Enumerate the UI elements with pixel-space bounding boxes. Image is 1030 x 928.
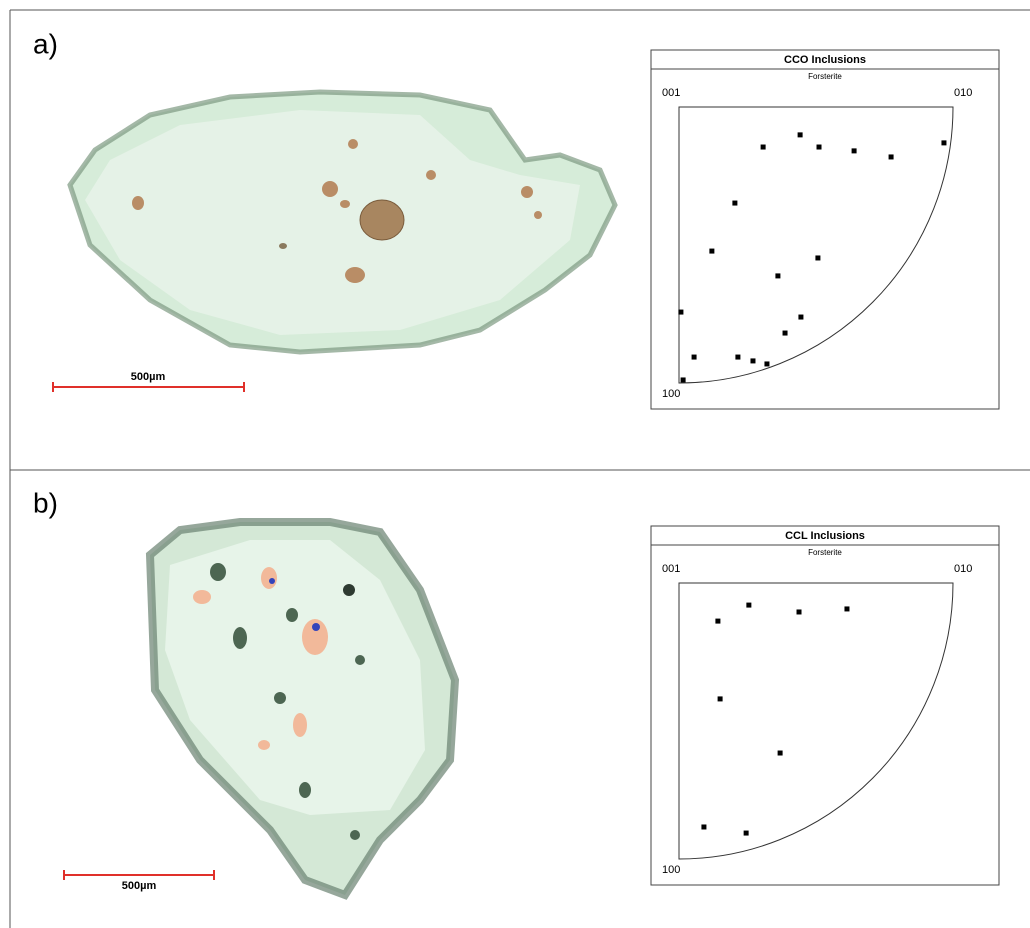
orientation-point	[941, 140, 946, 145]
inclusion	[233, 627, 247, 649]
orientation-point	[732, 201, 737, 206]
orientation-point	[798, 132, 803, 137]
orientation-point	[815, 255, 820, 260]
scale-bar-label: 500µm	[131, 371, 166, 383]
corner-label: 001	[662, 563, 680, 575]
chart-title: CCL Inclusions	[785, 530, 865, 542]
panel-label: b)	[33, 487, 58, 518]
orientation-point	[746, 603, 751, 608]
plot-frame	[651, 526, 999, 885]
inclusion	[193, 590, 211, 604]
orientation-point	[783, 331, 788, 336]
orientation-point	[852, 148, 857, 153]
scale-bar-label: 500µm	[122, 880, 157, 892]
inclusion	[340, 200, 350, 208]
orientation-point	[709, 249, 714, 254]
inclusion	[258, 740, 270, 750]
inclusion	[293, 713, 307, 737]
panel-label: a)	[33, 28, 58, 59]
orientation-point	[701, 824, 706, 829]
crystal-render	[70, 92, 615, 352]
inclusion	[355, 655, 365, 665]
chart-title: CCO Inclusions	[784, 54, 866, 66]
inclusion	[261, 567, 277, 589]
orientation-point	[735, 355, 740, 360]
inclusion	[345, 267, 365, 283]
orientation-point	[817, 145, 822, 150]
corner-label: 001	[662, 87, 680, 99]
inclusion	[348, 139, 358, 149]
orientation-point	[761, 145, 766, 150]
inclusion	[132, 196, 144, 210]
orientation-point	[778, 751, 783, 756]
orientation-point	[764, 361, 769, 366]
orientation-point	[844, 606, 849, 611]
orientation-point	[797, 609, 802, 614]
crystal-render	[150, 522, 455, 895]
chart-subtitle: Forsterite	[808, 548, 842, 557]
orientation-point	[750, 358, 755, 363]
inclusion	[279, 243, 287, 249]
orientation-point	[692, 355, 697, 360]
inclusion	[210, 563, 226, 581]
orientation-point	[798, 315, 803, 320]
orientation-point	[681, 377, 686, 382]
plot-frame	[651, 50, 999, 409]
inclusion	[286, 608, 298, 622]
orientation-point	[744, 831, 749, 836]
inclusion	[312, 623, 320, 631]
inclusion	[343, 584, 355, 596]
figure: a) b) 500µm	[0, 0, 1030, 928]
inclusion	[360, 200, 404, 240]
inclusion	[322, 181, 338, 197]
chart-subtitle: Forsterite	[808, 72, 842, 81]
inclusion	[269, 578, 275, 584]
orientation-point	[678, 310, 683, 315]
orientation-point	[715, 619, 720, 624]
inclusion	[521, 186, 533, 198]
inclusion	[426, 170, 436, 180]
inclusion	[350, 830, 360, 840]
inclusion	[299, 782, 311, 798]
inclusion	[274, 692, 286, 704]
corner-label: 100	[662, 388, 680, 400]
corner-label: 010	[954, 563, 972, 575]
orientation-point	[718, 696, 723, 701]
inclusion	[534, 211, 542, 219]
corner-label: 010	[954, 87, 972, 99]
corner-label: 100	[662, 864, 680, 876]
orientation-point	[889, 154, 894, 159]
orientation-point	[775, 273, 780, 278]
